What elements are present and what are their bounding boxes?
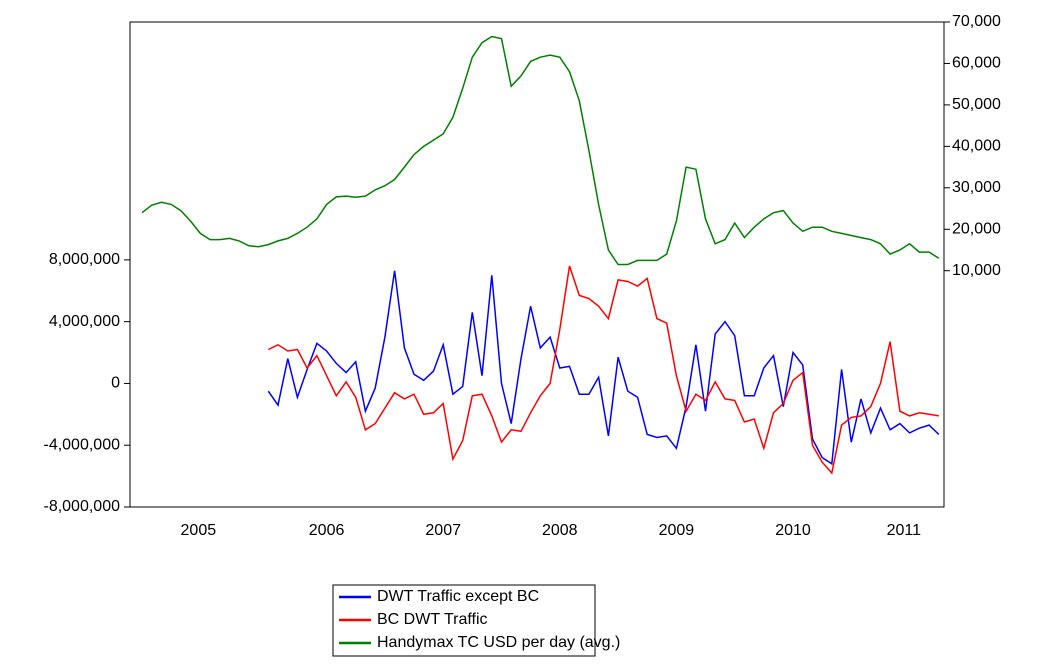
legend-label: BC DWT Traffic [377,611,488,628]
x-tick-label: 2011 [887,522,922,539]
legend-label: Handymax TC USD per day (avg.) [377,634,620,651]
y2-tick-label: 50,000 [952,96,1001,113]
x-tick-label: 2010 [775,522,811,539]
series-line [267,265,939,475]
y-tick-label: 4,000,000 [49,313,120,330]
x-tick-label: 2006 [309,522,345,539]
y2-tick-label: 70,000 [952,13,1001,30]
series-line [267,270,940,466]
y2-tick-label: 30,000 [952,179,1001,196]
y2-tick-label: 10,000 [952,262,1001,279]
y2-tick-label: 40,000 [952,138,1001,155]
y-tick-label: -8,000,000 [43,498,120,515]
series-line [141,35,940,266]
y-tick-label: -4,000,000 [43,436,120,453]
plot-frame [129,21,945,508]
y-tick-label: 0 [111,375,120,392]
x-tick-label: 2008 [542,522,578,539]
y2-tick-label: 60,000 [952,55,1001,72]
x-tick-label: 2009 [659,522,695,539]
y2-tick-label: 20,000 [952,220,1001,237]
legend-label: DWT Traffic except BC [377,588,539,605]
legend-box [332,584,596,657]
x-tick-label: 2007 [425,522,461,539]
x-tick-label: 2005 [181,522,217,539]
y-tick-label: 8,000,000 [49,251,120,268]
